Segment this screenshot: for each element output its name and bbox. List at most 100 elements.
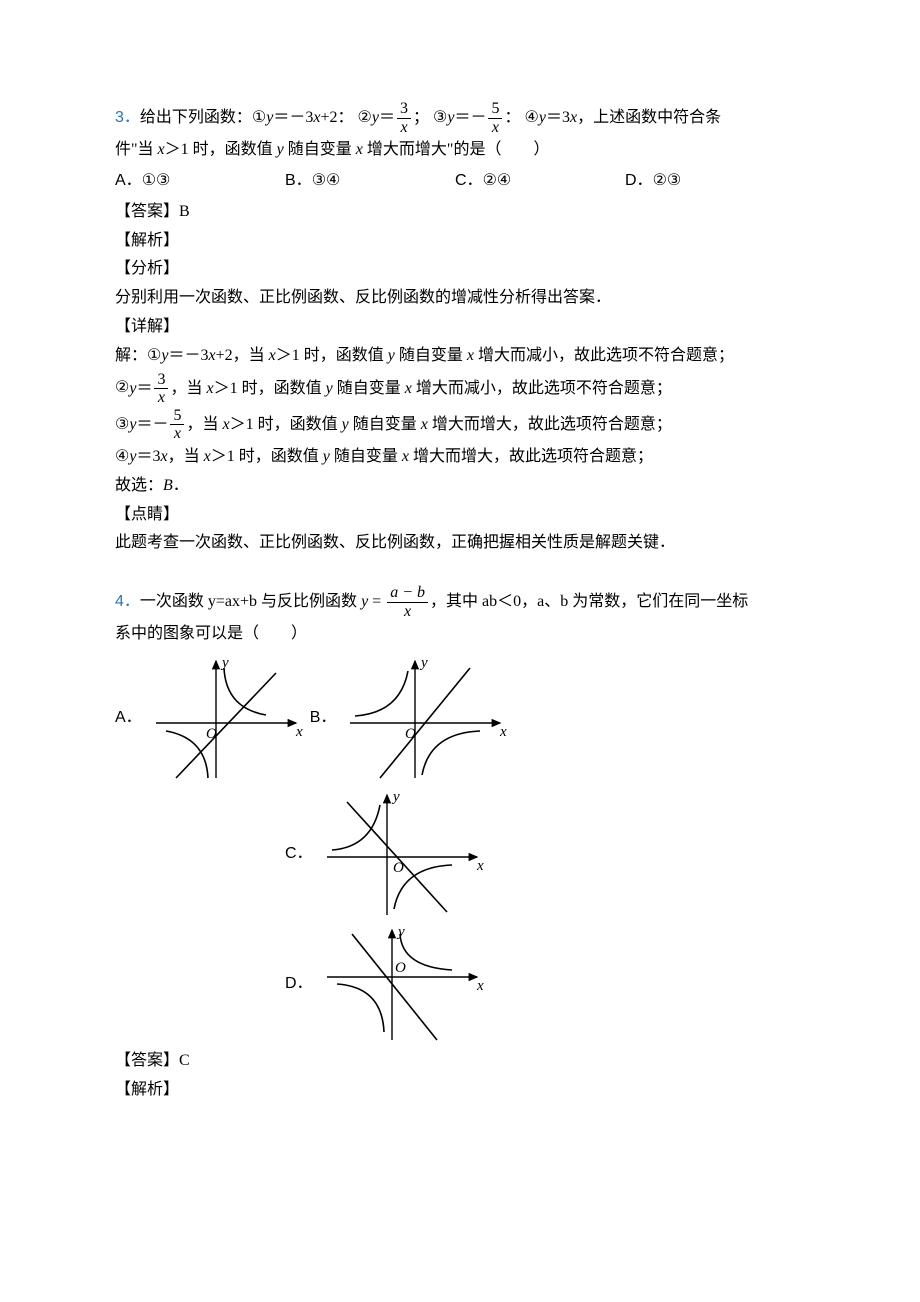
q3-d4-x: x: [160, 448, 167, 465]
q3-d1-d: 随自变量: [395, 347, 467, 364]
q4-graph-d: O x y: [317, 922, 487, 1047]
q3-d3-b: ＞1 时，函数值: [230, 416, 342, 433]
spacer: [115, 558, 805, 584]
q3-d2-frac: 3x: [154, 371, 168, 407]
q3-f4-tail: ，上述函数中符合条: [577, 109, 721, 126]
q3-gx-b: B: [163, 477, 173, 494]
q3-sl2-a: 件"当: [115, 141, 158, 158]
q3-guxuan: 故选：B．: [115, 472, 805, 501]
q3-d2-y2: y: [326, 379, 333, 396]
q3-f3-num: 5: [488, 100, 502, 119]
q4-frac-den: x: [387, 603, 428, 621]
q3-d2-a: ，当: [170, 379, 206, 396]
q3-d4-d: 增大而增大，故此选项符合题意；: [409, 448, 653, 465]
q4-optD-letter: D．: [285, 975, 313, 992]
q4-stem-line1: 4．一次函数 y=ax+b 与反比例函数 y = a − bx，其中 ab＜0，…: [115, 584, 805, 620]
q3-optD-val: ②③: [653, 167, 682, 196]
q3-fenxi: 【分析】: [115, 255, 805, 284]
q3-f3-frac: 5x: [488, 100, 502, 136]
q3-f3-eq: ＝－: [454, 109, 486, 126]
q3-sl2-c: 随自变量: [284, 141, 356, 158]
q3-d4-y2: y: [323, 448, 330, 465]
q4-optA-letter: A．: [115, 704, 142, 733]
q3-d1-a: ＝－3: [168, 347, 208, 364]
q3-d3-y2: y: [342, 416, 349, 433]
q3-d2-c: 随自变量: [333, 379, 405, 396]
q3-d4-x2: x: [204, 448, 211, 465]
q4-optC-letter: C．: [285, 845, 313, 862]
q3-d2-lead: ②: [115, 374, 129, 403]
q3-f4-x: x: [570, 109, 577, 126]
q3-f3-tail: ：: [504, 109, 520, 126]
graph-ylabel: y: [419, 655, 428, 671]
q3-fenxi-text: 分别利用一次函数、正比例函数、反比例函数的增减性分析得出答案．: [115, 284, 805, 313]
q3-gx-c: ．: [173, 477, 189, 494]
q3-d4-eq: ＝3: [136, 448, 160, 465]
q3-stem-line2: 件"当 x＞1 时，函数值 y 随自变量 x 增大而增大"的是（ ）: [115, 136, 805, 165]
q4-stem-a: 一次函数 y=ax+b 与反比例函数: [140, 593, 361, 610]
q3-f1-eq: ＝－3: [273, 109, 313, 126]
graph-ylabel: y: [391, 789, 400, 805]
q4-graph-b: O x y: [340, 653, 510, 783]
q3-d4-lead: ④: [115, 443, 129, 472]
q3-f2-y: y: [372, 109, 379, 126]
q3-optA-val: ①③: [142, 167, 171, 196]
q3-f4-y: y: [539, 109, 546, 126]
q3-d4-b: ＞1 时，函数值: [211, 448, 323, 465]
q3-d2: ②y＝3x，当 x＞1 时，函数值 y 随自变量 x 增大而减小，故此选项不符合…: [115, 371, 805, 407]
q3-f2-den: x: [397, 119, 411, 137]
q4-stem-eq: =: [368, 593, 385, 610]
q3-ans-val: B: [179, 203, 190, 220]
q3-gx-a: 故选：: [115, 477, 163, 494]
q3-dianjing-text: 此题考查一次函数、正比例函数、反比例函数，正确把握相关性质是解题关键．: [115, 529, 805, 558]
q3-ans-label: 【答案】: [115, 203, 179, 220]
q3-d3: ③y＝－5x，当 x＞1 时，函数值 y 随自变量 x 增大而增大，故此选项符合…: [115, 407, 805, 443]
q4-answer: 【答案】C: [115, 1047, 805, 1076]
q3-d3-frac: 5x: [170, 407, 184, 443]
q3-option-b: B．③④: [285, 167, 455, 196]
q3-f3-den: x: [488, 119, 502, 137]
q3-d2-x: x: [206, 379, 213, 396]
q4-graph-row-d: D． O x y: [115, 922, 805, 1047]
q3-sl2-d: 增大而增大"的是（ ）: [363, 141, 550, 158]
q4-graph-c: O x y: [317, 787, 487, 922]
q3-d3-eq: ＝－: [136, 416, 168, 433]
q3-d1-y2: y: [388, 347, 395, 364]
q4-stem-line2: 系中的图象可以是（ ）: [115, 620, 805, 649]
graph-xlabel: x: [476, 978, 484, 994]
q3-optA-label: A．: [115, 172, 142, 189]
q3-d2-b: ＞1 时，函数值: [214, 379, 326, 396]
q4-block: 4．一次函数 y=ax+b 与反比例函数 y = a − bx，其中 ab＜0，…: [115, 584, 805, 1105]
q4-ans-val: C: [179, 1052, 190, 1069]
q3-jie-lead: 解：: [115, 347, 147, 364]
q3-d1: 解：①y＝－3x+2，当 x＞1 时，函数值 y 随自变量 x 增大而减小，故此…: [115, 342, 805, 371]
q3-dianjing: 【点睛】: [115, 501, 805, 530]
q3-f2-num: 3: [397, 100, 411, 119]
q3-d1-b: +2，当: [216, 347, 269, 364]
q4-graph-row-ab: A． O x y B．: [115, 653, 805, 783]
q3-option-c: C．②④: [455, 167, 625, 196]
q3-optC-val: ②④: [483, 167, 512, 196]
q3-d1-x: x: [208, 347, 215, 364]
q3-d3-a: ，当: [186, 416, 222, 433]
q4-optB-letter: B．: [310, 704, 337, 733]
q3-f3-circ: ③: [433, 104, 447, 133]
q3-d3-c: 随自变量: [349, 416, 421, 433]
q3-f2-tail: ；: [413, 109, 429, 126]
q3-d1-x3: x: [467, 347, 474, 364]
q3-d4: ④y＝3x，当 x＞1 时，函数值 y 随自变量 x 增大而增大，故此选项符合题…: [115, 443, 805, 472]
q3-d3-x2: x: [421, 416, 428, 433]
q3-f1-x: x: [313, 109, 320, 126]
q4-ans-label: 【答案】: [115, 1052, 179, 1069]
q3-f2-eq: ＝: [379, 109, 395, 126]
q3-optD-label: D．: [625, 172, 653, 189]
q4-frac-num: a − b: [387, 584, 428, 603]
graph-xlabel: x: [295, 724, 303, 740]
q4-frac: a − bx: [387, 584, 428, 620]
q3-jiexi: 【解析】: [115, 227, 805, 256]
q4-number: 4．: [115, 593, 140, 610]
graph-xlabel: x: [499, 724, 507, 740]
q3-sl2-x2: x: [356, 141, 363, 158]
q3-f2-frac: 3x: [397, 100, 411, 136]
q3-f2-circ: ②: [358, 104, 372, 133]
